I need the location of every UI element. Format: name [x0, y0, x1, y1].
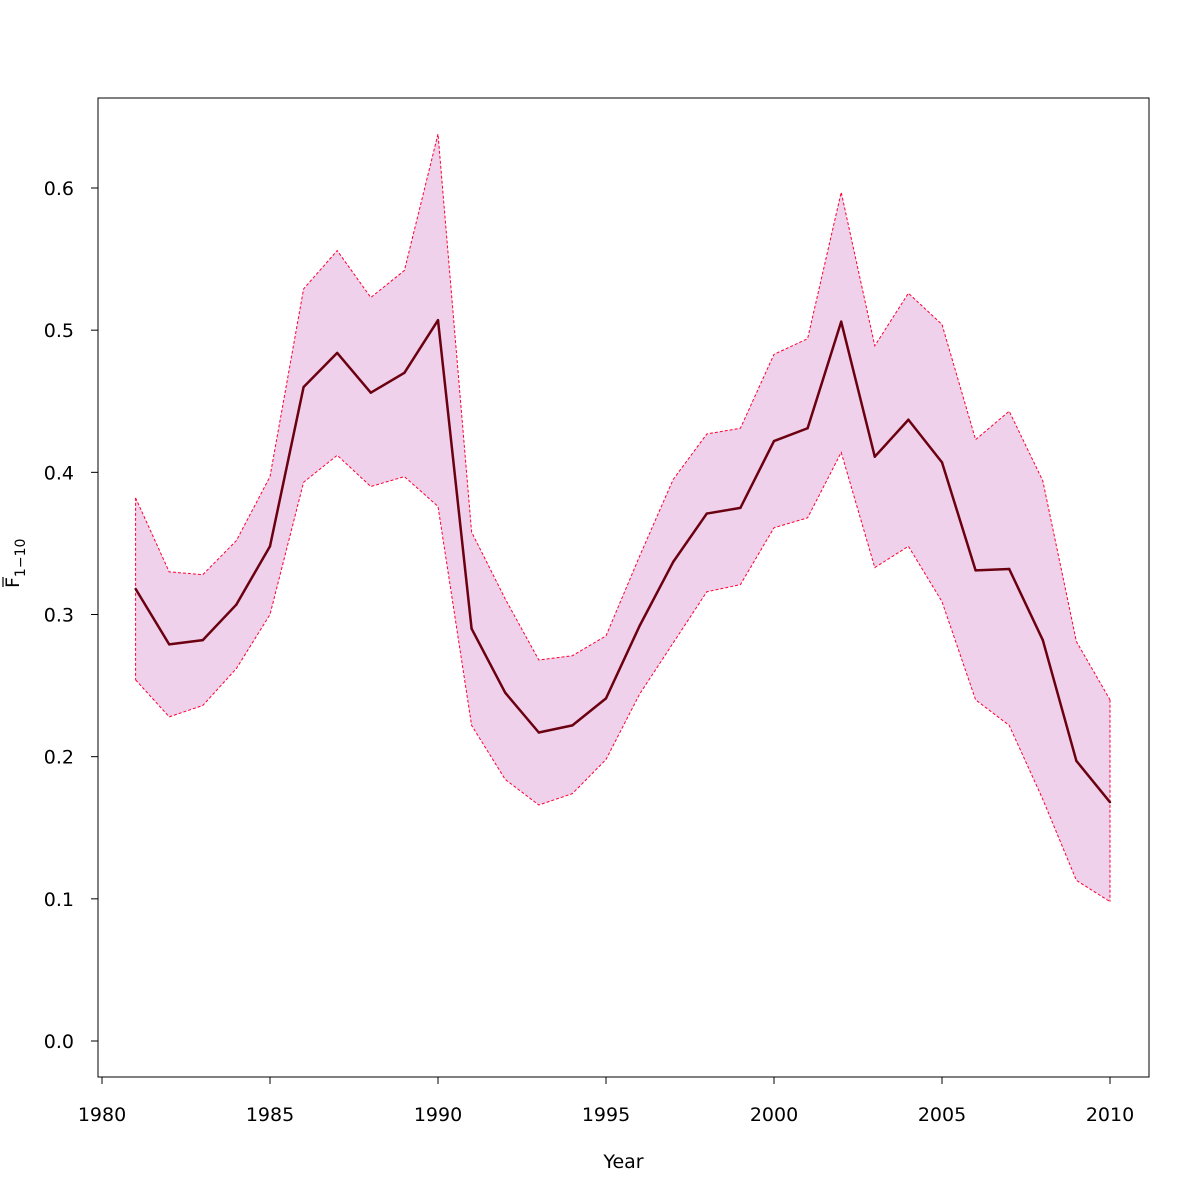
x-axis: 1980 1985 1990 1995 2000 2005 2010 [78, 1076, 1134, 1126]
data-point [1108, 800, 1112, 804]
y-tick-label: 0.3 [44, 605, 74, 627]
y-tick-label: 0.0 [44, 1031, 74, 1053]
data-point [1008, 567, 1011, 571]
data-point [1041, 638, 1045, 642]
y-axis-title-main: F [2, 577, 24, 588]
x-tick-label: 1985 [246, 1104, 294, 1126]
data-point [772, 439, 776, 443]
data-point [504, 691, 507, 694]
data-point [201, 638, 204, 642]
estimate-line [134, 318, 1111, 803]
x-tick-label: 1980 [78, 1104, 126, 1126]
data-point [940, 461, 944, 464]
y-axis-title-text: F1−10 [2, 539, 29, 588]
data-point [604, 697, 608, 700]
data-point [974, 569, 977, 572]
data-point [134, 587, 137, 591]
data-point [638, 624, 641, 628]
data-point [470, 627, 473, 630]
data-point [907, 418, 910, 421]
data-point [302, 385, 305, 389]
lower-bound-line [135, 451, 1111, 903]
data-point [705, 512, 708, 515]
data-point [168, 643, 171, 646]
data-point [268, 545, 272, 548]
data-point [806, 427, 809, 430]
data-point [403, 371, 406, 375]
data-point [537, 731, 540, 734]
y-tick-label: 0.2 [44, 747, 74, 769]
data-point [336, 351, 339, 355]
data-point [235, 603, 238, 606]
y-tick-label: 0.5 [44, 320, 74, 342]
y-tick-label: 0.6 [44, 178, 74, 200]
x-tick-label: 2010 [1086, 1104, 1134, 1126]
x-axis-title: Year [602, 1151, 643, 1173]
x-tick-label: 1995 [582, 1104, 630, 1126]
data-point [672, 560, 675, 564]
y-tick-label: 0.1 [44, 889, 74, 911]
y-axis-title: F1−10 [2, 539, 29, 588]
confidence-band [135, 133, 1111, 902]
y-tick-label: 0.4 [44, 462, 74, 484]
x-tick-label: 1990 [414, 1104, 462, 1126]
data-point [436, 319, 440, 322]
x-tick-label: 2005 [918, 1104, 966, 1126]
confidence-band-layer [135, 133, 1111, 903]
data-point [571, 724, 574, 727]
x-tick-label: 2000 [750, 1104, 798, 1126]
data-point [1075, 759, 1078, 763]
data-point [369, 391, 372, 394]
data-point [840, 320, 843, 323]
estimate-line-layer [134, 318, 1112, 804]
data-point [739, 506, 742, 510]
data-point [873, 455, 876, 458]
y-axis-title-subscript: 1−10 [13, 539, 29, 577]
y-axis: 0.0 0.1 0.2 0.3 0.4 0.5 0.6 [44, 178, 99, 1053]
